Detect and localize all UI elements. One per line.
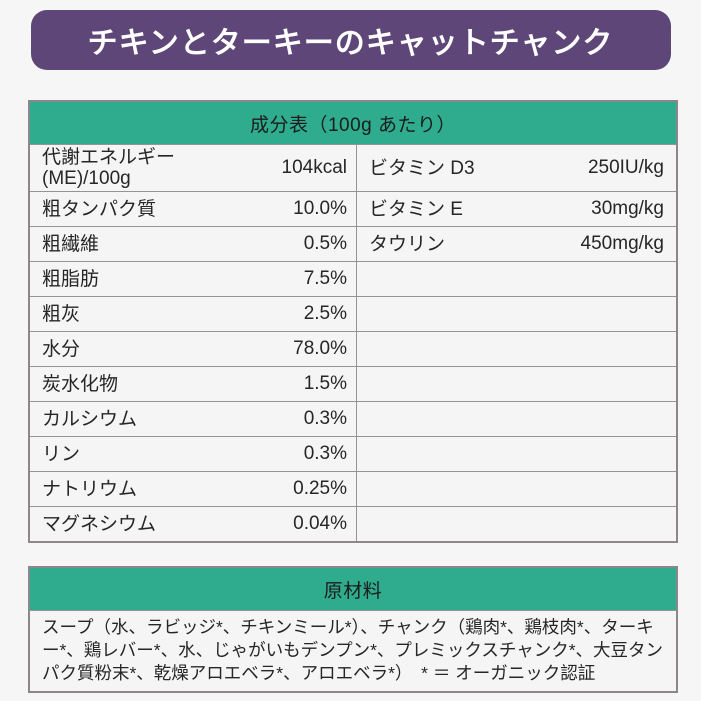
- table-cell-left: 粗灰 2.5%: [30, 297, 357, 331]
- table-row: 粗繊維 0.5% タウリン 450mg/kg: [30, 226, 676, 261]
- nutrient-value: 104kcal: [281, 157, 348, 178]
- table-cell-right: [357, 437, 676, 471]
- table-cell-right: [357, 507, 676, 541]
- table-cell-left: 炭水化物 1.5%: [30, 367, 357, 401]
- table-row: 粗脂肪 7.5%: [30, 261, 676, 296]
- nutrient-value: 0.3%: [303, 408, 347, 429]
- nutrient-label: 粗灰: [42, 303, 81, 325]
- table-cell-left: マグネシウム 0.04%: [30, 507, 357, 541]
- table-cell-left: 粗繊維 0.5%: [30, 227, 357, 261]
- table-row: リン 0.3%: [30, 436, 676, 471]
- nutrient-value: 10.0%: [293, 198, 347, 219]
- nutrient-label: カルシウム: [42, 408, 138, 430]
- nutrient-label: 水分: [42, 338, 81, 360]
- nutrient-value: 0.04%: [293, 513, 347, 534]
- ingredients-header: 原材料: [30, 568, 676, 610]
- table-cell-left: 粗脂肪 7.5%: [30, 262, 357, 296]
- table-row: 水分 78.0%: [30, 331, 676, 366]
- nutrient-value: 0.25%: [293, 478, 347, 499]
- table-cell-right: [357, 472, 676, 506]
- table-cell-left: カルシウム 0.3%: [30, 402, 357, 436]
- table-row: カルシウム 0.3%: [30, 401, 676, 436]
- table-cell-left: リン 0.3%: [30, 437, 357, 471]
- ingredients-text: スープ（水、ラビッジ*、チキンミール*）、チャンク（鶏肉*、鶏枝肉*、ターキー*…: [30, 610, 676, 691]
- table-cell-left: 代謝エネルギー (ME)/100g 104kcal: [30, 145, 357, 191]
- nutrition-table-header: 成分表（100g あたり）: [30, 102, 676, 144]
- vitamin-label: ビタミン D3: [369, 157, 475, 179]
- nutrient-value: 2.5%: [303, 303, 347, 324]
- vitamin-value: 250IU/kg: [587, 157, 664, 178]
- table-cell-right: タウリン 450mg/kg: [357, 227, 676, 261]
- table-row: ナトリウム 0.25%: [30, 471, 676, 506]
- nutrient-value: 0.5%: [303, 233, 347, 254]
- table-cell-right: [357, 367, 676, 401]
- table-cell-left: 粗タンパク質 10.0%: [30, 192, 357, 226]
- nutrient-value: 0.3%: [303, 443, 347, 464]
- table-cell-left: 水分 78.0%: [30, 332, 357, 366]
- nutrient-label: ナトリウム: [42, 478, 138, 500]
- table-cell-right: [357, 402, 676, 436]
- nutrient-value: 78.0%: [293, 338, 347, 359]
- nutrient-label: マグネシウム: [42, 513, 157, 535]
- nutrient-value: 7.5%: [303, 268, 347, 289]
- product-title: チキンとターキーのキャットチャンク: [87, 27, 614, 60]
- table-row: 炭水化物 1.5%: [30, 366, 676, 401]
- table-row: マグネシウム 0.04%: [30, 506, 676, 541]
- vitamin-label: タウリン: [369, 233, 446, 255]
- table-cell-right: [357, 262, 676, 296]
- nutrient-label: 粗タンパク質: [42, 198, 157, 220]
- table-cell-right: [357, 332, 676, 366]
- table-cell-right: ビタミン E 30mg/kg: [357, 192, 676, 226]
- nutrient-label: 粗繊維: [42, 233, 100, 255]
- nutrient-label: リン: [42, 443, 81, 465]
- nutrition-table: 成分表（100g あたり） 代謝エネルギー (ME)/100g 104kcal …: [28, 100, 678, 543]
- table-cell-right: ビタミン D3 250IU/kg: [357, 145, 676, 191]
- nutrient-label: 代謝エネルギー (ME)/100g: [42, 147, 176, 189]
- table-cell-right: [357, 297, 676, 331]
- table-row: 粗タンパク質 10.0% ビタミン E 30mg/kg: [30, 191, 676, 226]
- table-row: 代謝エネルギー (ME)/100g 104kcal ビタミン D3 250IU/…: [30, 144, 676, 191]
- nutrient-value: 1.5%: [303, 373, 347, 394]
- vitamin-value: 30mg/kg: [591, 198, 664, 219]
- table-row: 粗灰 2.5%: [30, 296, 676, 331]
- vitamin-value: 450mg/kg: [580, 233, 664, 254]
- nutrient-label: 炭水化物: [42, 373, 119, 395]
- vitamin-label: ビタミン E: [369, 198, 463, 220]
- product-title-banner: チキンとターキーのキャットチャンク: [30, 10, 671, 70]
- ingredients-section: 原材料 スープ（水、ラビッジ*、チキンミール*）、チャンク（鶏肉*、鶏枝肉*、タ…: [28, 566, 678, 693]
- nutrient-label: 粗脂肪: [42, 268, 100, 290]
- table-cell-left: ナトリウム 0.25%: [30, 472, 357, 506]
